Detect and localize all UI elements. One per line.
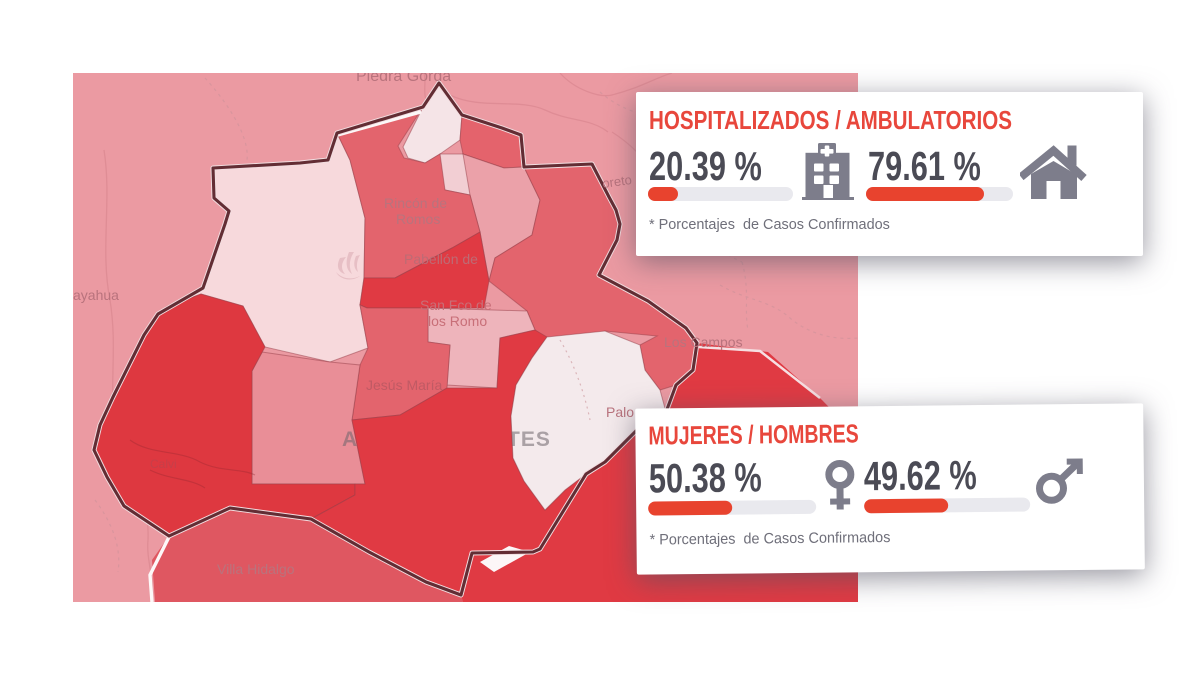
svg-text:Calvi: Calvi	[150, 457, 177, 471]
svg-text:Villa Hidalgo: Villa Hidalgo	[217, 561, 295, 577]
svg-text:Piedra Gorda: Piedra Gorda	[356, 73, 451, 85]
svg-text:los Romo: los Romo	[428, 313, 487, 329]
svg-text:Palo: Palo	[606, 404, 634, 420]
svg-text:oreto: oreto	[601, 172, 632, 191]
svg-text:Romos: Romos	[396, 211, 440, 227]
svg-text:ayahua: ayahua	[73, 287, 119, 303]
svg-text:Jesús María: Jesús María	[366, 377, 442, 393]
svg-text:Pabellón de: Pabellón de	[404, 251, 478, 267]
svg-text:San Fco de: San Fco de	[420, 297, 492, 313]
svg-text:Los Campos: Los Campos	[664, 334, 743, 350]
svg-text:Rincón de: Rincón de	[384, 195, 447, 211]
